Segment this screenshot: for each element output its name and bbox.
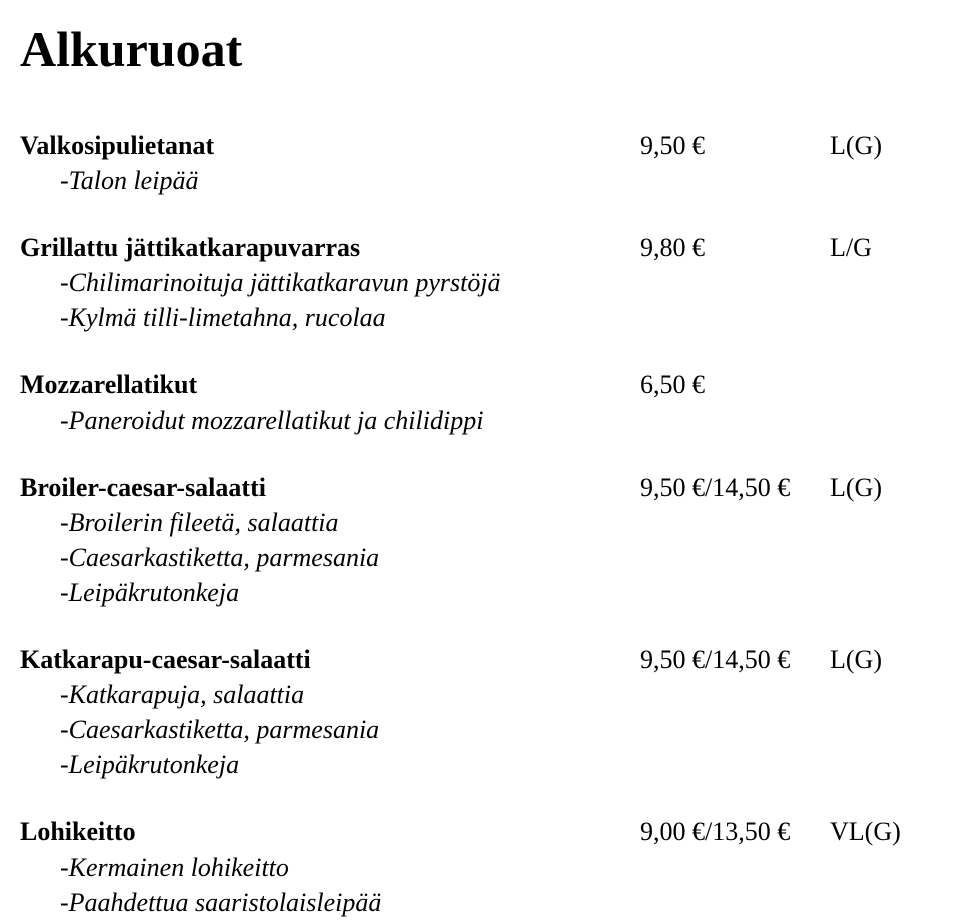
menu-item-price: 9,50 €/14,50 € <box>640 470 790 505</box>
menu-item-row: Broiler-caesar-salaatti 9,50 €/14,50 € L(G… <box>20 470 910 505</box>
menu-item-price: 6,50 € <box>640 367 705 402</box>
menu-item-description: -Caesarkastiketta, parmesania <box>20 712 910 747</box>
menu-item-name: Lohikeitto <box>20 814 136 849</box>
menu-list: Valkosipulietanat9,50 €L(G)-Talon leipää… <box>20 128 910 920</box>
menu-item-diet: L(G) <box>830 128 882 163</box>
menu-item-description: -Talon leipää <box>20 163 910 198</box>
menu-section-title: Alkuruoat <box>20 20 910 78</box>
menu-item-description: -Chilimarinoituja jättikatkaravun pyrstö… <box>20 265 910 300</box>
menu-item-price: 9,50 € <box>640 128 705 163</box>
menu-item: Valkosipulietanat 9,50 € L(G)-Talon leipää <box>20 128 910 198</box>
menu-item-description: -Kermainen lohikeitto <box>20 850 910 885</box>
menu-item-name: Broiler-caesar-salaatti <box>20 470 266 505</box>
menu-item-diet: VL(G) <box>830 814 901 849</box>
menu-item-name: Katkarapu-caesar-salaatti <box>20 642 311 677</box>
menu-item-row: Katkarapu-caesar-salaatti 9,50 €/14,50 € L… <box>20 642 910 677</box>
menu-item-diet: L/G <box>830 230 872 265</box>
menu-item-description: -Paneroidut mozzarellatikut ja chilidipp… <box>20 403 910 438</box>
menu-item-description: -Paahdettua saaristolaisleipää <box>20 885 910 920</box>
menu-item-description: -Kylmä tilli-limetahna, rucolaa <box>20 300 910 335</box>
menu-item: Grillattu jättikatkarapuvarras9,80 €L/G-… <box>20 230 910 335</box>
menu-item-name: Valkosipulietanat <box>20 128 214 163</box>
menu-item-price: 9,50 €/14,50 € <box>640 642 790 677</box>
menu-item-description: -Broilerin fileetä, salaattia <box>20 505 910 540</box>
menu-item-row: Mozzarellatikut 6,50 € <box>20 367 910 402</box>
menu-item-description: -Leipäkrutonkeja <box>20 747 910 782</box>
menu-item-price: 9,00 €/13,50 € <box>640 814 790 849</box>
menu-item-row: Lohikeitto 9,00 €/13,50 € VL(G) <box>20 814 910 849</box>
menu-item-name: Mozzarellatikut <box>20 367 197 402</box>
menu-item-description: -Caesarkastiketta, parmesania <box>20 540 910 575</box>
menu-item-name: Grillattu jättikatkarapuvarras <box>20 230 360 265</box>
menu-item-description: -Leipäkrutonkeja <box>20 575 910 610</box>
menu-item: Mozzarellatikut 6,50 €-Paneroidut mozzare… <box>20 367 910 437</box>
menu-item: Katkarapu-caesar-salaatti 9,50 €/14,50 € L… <box>20 642 910 782</box>
menu-item-price: 9,80 € <box>640 230 705 265</box>
menu-item-description: -Katkarapuja, salaattia <box>20 677 910 712</box>
menu-item: Lohikeitto 9,00 €/13,50 € VL(G)-Kermainen … <box>20 814 910 919</box>
menu-item-row: Valkosipulietanat 9,50 € L(G) <box>20 128 910 163</box>
menu-item-diet: L(G) <box>830 470 882 505</box>
menu-item-row: Grillattu jättikatkarapuvarras 9,80 € L/G <box>20 230 910 265</box>
menu-item-diet: L(G) <box>830 642 882 677</box>
menu-item: Broiler-caesar-salaatti 9,50 €/14,50 € L(G… <box>20 470 910 610</box>
